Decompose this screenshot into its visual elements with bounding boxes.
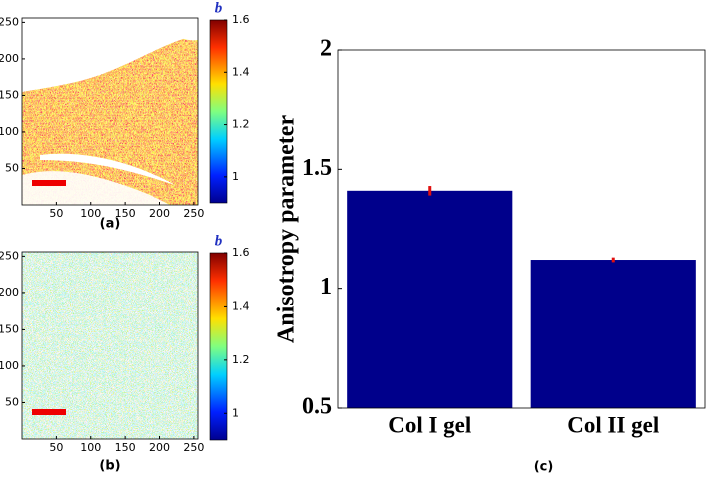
bar: [530, 260, 696, 408]
colorbar-tick-label: 1: [232, 406, 239, 419]
colorbar: [209, 19, 228, 204]
colorbar: [209, 252, 228, 441]
colorbar-tick-label: 1: [232, 170, 239, 183]
panel-label: (a): [100, 217, 121, 232]
heatmap-texture-a: [22, 18, 198, 205]
heatmap-texture-b: [22, 252, 198, 439]
y-tick-label: 2: [320, 36, 332, 62]
colorbar-tick-label: 1.2: [232, 118, 250, 131]
colorbar-label: b: [215, 0, 223, 16]
y-tick-label: 1: [320, 274, 332, 300]
y-axis-label: Anisotropy parameter: [274, 115, 300, 344]
x-tick-label: 200: [149, 207, 170, 220]
y-tick-label: 250: [0, 249, 19, 262]
x-tick-label: 250: [183, 207, 204, 220]
x-tick-label: 200: [149, 441, 170, 454]
x-tick-label: Col II gel: [567, 412, 659, 437]
y-tick-label: 200: [0, 286, 19, 299]
bar: [347, 190, 513, 408]
y-tick-label: 150: [0, 88, 19, 101]
x-tick-label: Col I gel: [388, 412, 471, 437]
y-tick-label: 250: [0, 15, 19, 28]
colorbar-label: b: [215, 233, 223, 249]
plot-frame: [21, 17, 199, 206]
colorbar-tick-label: 1.2: [232, 353, 250, 366]
plot-frame: [21, 251, 199, 440]
y-tick-label: 50: [5, 161, 19, 174]
plot-frame: [337, 49, 706, 409]
y-tick-label: 50: [5, 395, 19, 408]
y-tick-label: 0.5: [302, 394, 332, 420]
y-tick-label: 1.5: [302, 155, 332, 181]
colorbar-tick-label: 1.4: [232, 65, 250, 78]
y-tick-label: 100: [0, 359, 19, 372]
colorbar-tick-label: 1.4: [232, 299, 250, 312]
x-tick-label: 100: [80, 441, 101, 454]
panel-label: (b): [99, 459, 120, 474]
y-tick-label: 150: [0, 322, 19, 335]
x-tick-label: 250: [183, 441, 204, 454]
x-tick-label: 50: [49, 207, 63, 220]
x-tick-label: 150: [115, 441, 136, 454]
y-tick-label: 200: [0, 52, 19, 65]
x-tick-label: 50: [49, 441, 63, 454]
x-tick-label: 150: [115, 207, 136, 220]
colorbar-tick-label: 1.6: [232, 13, 250, 26]
panel-label: (c): [534, 460, 554, 475]
y-tick-label: 100: [0, 125, 19, 138]
x-tick-label: 100: [80, 207, 101, 220]
colorbar-tick-label: 1.6: [232, 246, 250, 259]
